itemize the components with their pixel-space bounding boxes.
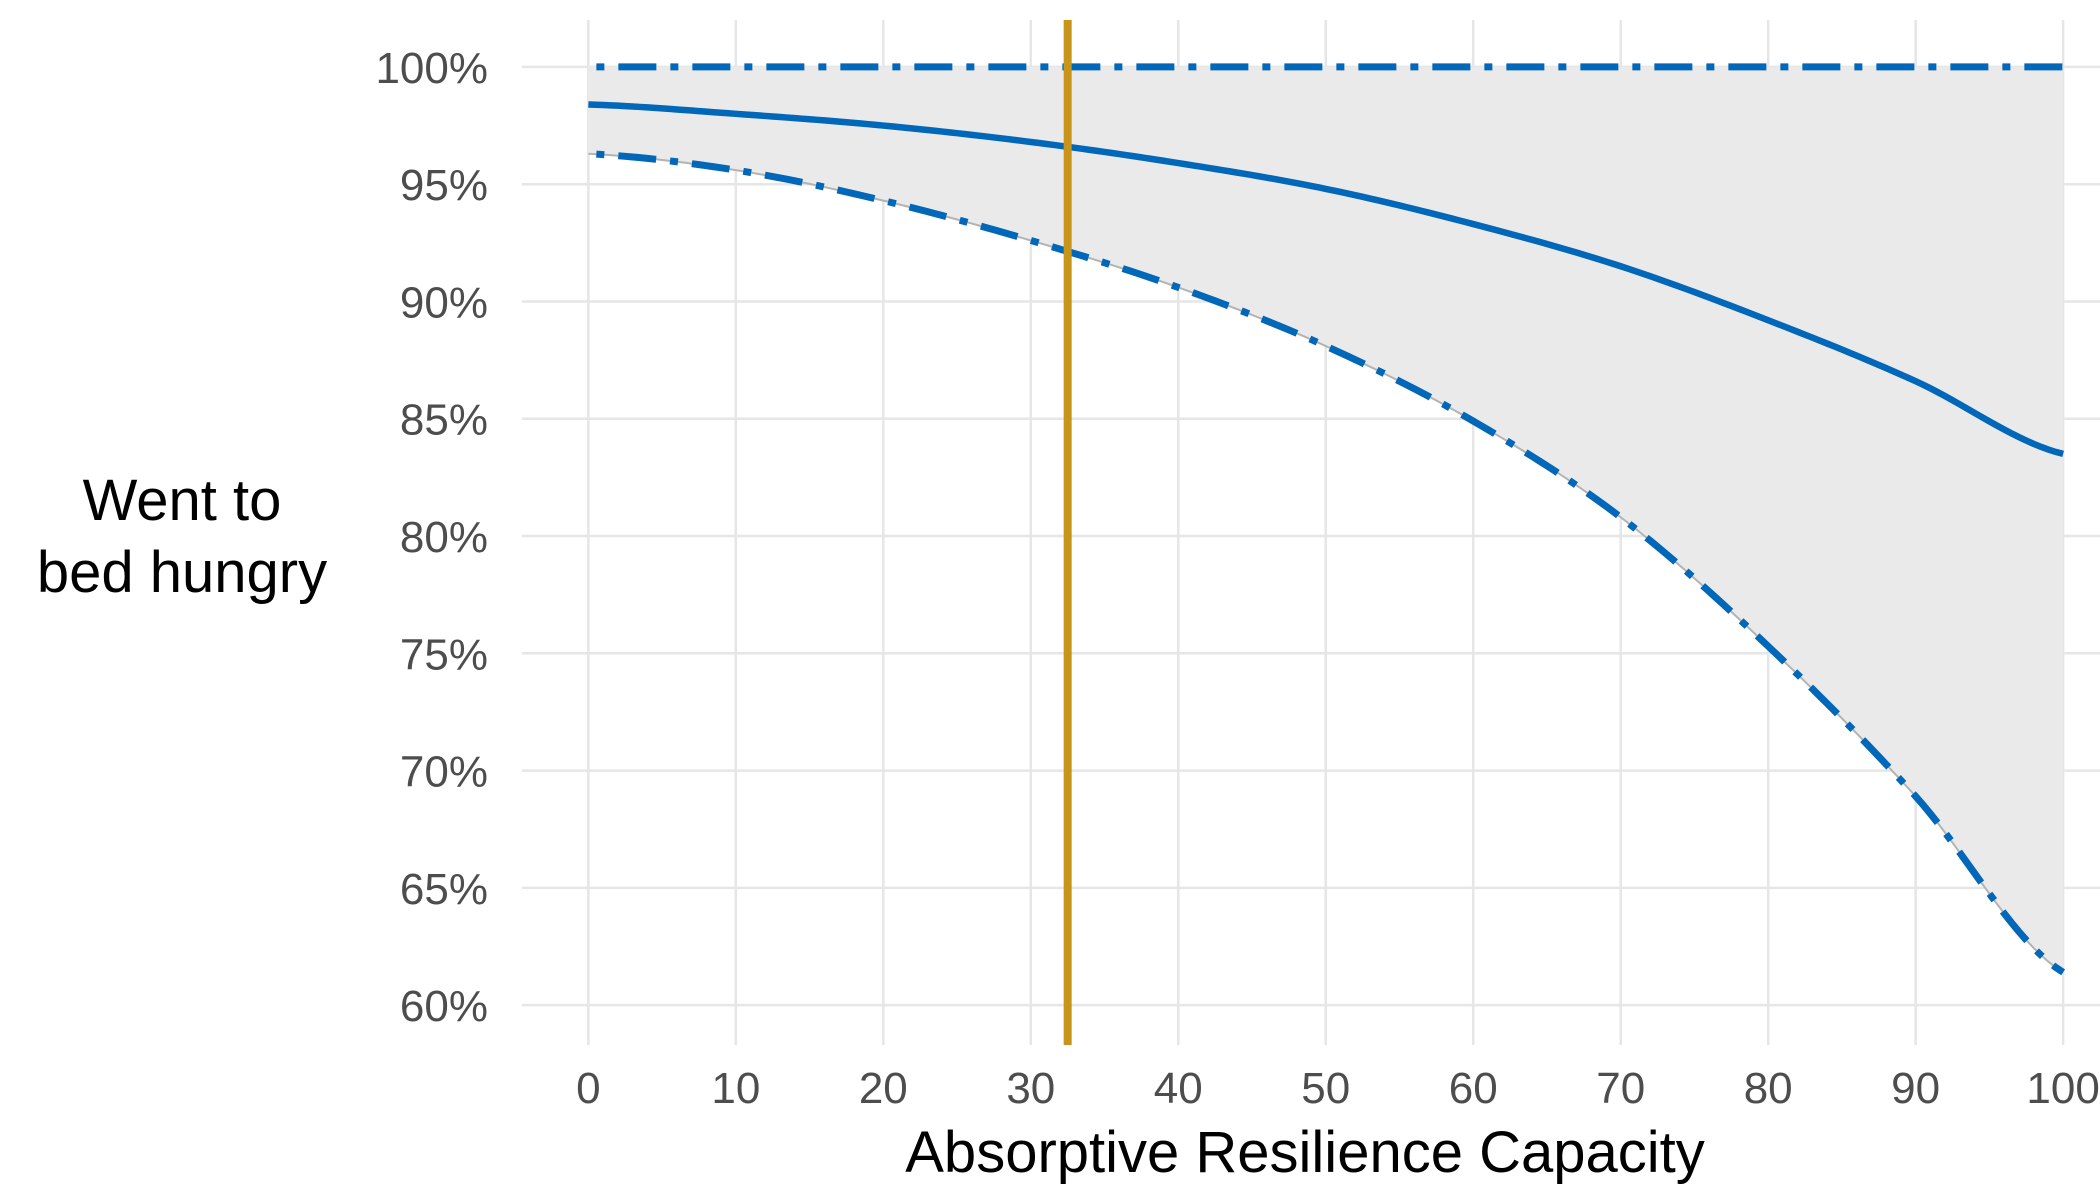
x-tick-labels: 0 10 20 30 40 50 60 70 80 90 100 — [576, 1064, 2100, 1113]
x-tick-label: 30 — [1006, 1064, 1055, 1113]
series-lines — [588, 63, 2066, 976]
x-tick-label: 10 — [711, 1064, 760, 1113]
series-line-lower-bound — [588, 150, 2066, 976]
y-tick-label: 75% — [400, 630, 488, 679]
y-tick-label: 90% — [400, 278, 488, 327]
x-tick-label: 20 — [859, 1064, 908, 1113]
y-tick-label: 65% — [400, 865, 488, 914]
x-tick-label: 80 — [1744, 1064, 1793, 1113]
y-axis-title-line: Went to — [83, 468, 282, 533]
y-tick-labels: 60% 65% 70% 75% 80% 85% 90% 95% 100% — [375, 44, 488, 1031]
x-tick-label: 50 — [1301, 1064, 1350, 1113]
y-tick-label: 60% — [400, 982, 488, 1031]
y-tick-label: 80% — [400, 513, 488, 562]
x-tick-label: 70 — [1596, 1064, 1645, 1113]
x-axis-title: Absorptive Resilience Capacity — [905, 1120, 1704, 1185]
y-axis-title-line: bed hungry — [37, 540, 327, 605]
y-tick-label: 85% — [400, 396, 488, 445]
y-tick-label: 70% — [400, 748, 488, 797]
x-tick-label: 60 — [1449, 1064, 1498, 1113]
x-tick-label: 0 — [576, 1064, 600, 1113]
x-tick-label: 100 — [2026, 1064, 2099, 1113]
series-line-estimate — [588, 101, 2064, 458]
y-tick-label: 100% — [375, 44, 488, 93]
x-tick-label: 90 — [1891, 1064, 1940, 1113]
y-tick-label: 95% — [400, 161, 488, 210]
x-tick-label: 40 — [1154, 1064, 1203, 1113]
y-axis-title: Went to bed hungry — [37, 468, 327, 605]
